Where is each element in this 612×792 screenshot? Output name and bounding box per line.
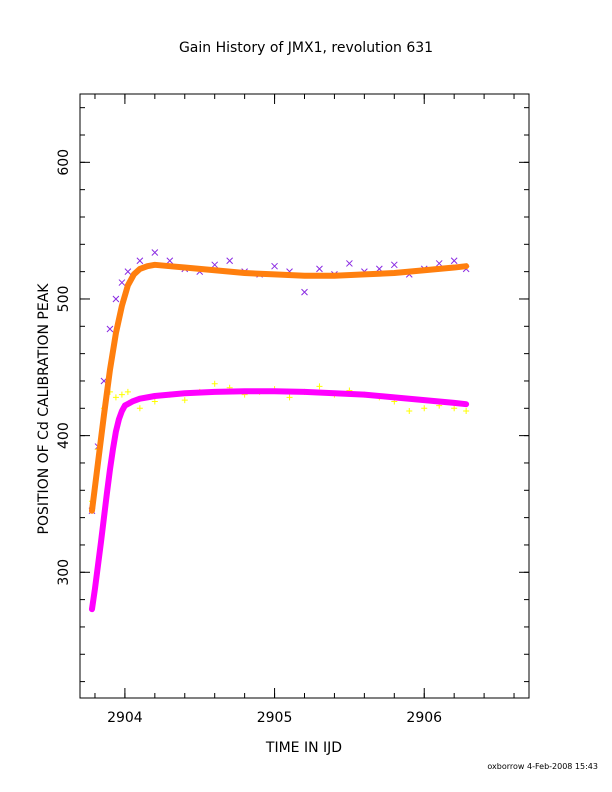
x-marker-point — [346, 260, 353, 267]
y-tick-label: 600 — [56, 149, 72, 176]
x-tick-label: 2904 — [107, 710, 143, 726]
y-tick-label: 400 — [56, 422, 72, 449]
x-marker-point — [435, 260, 443, 267]
x-marker-point — [390, 261, 398, 269]
y-tick-label: 500 — [56, 286, 72, 313]
chart-title: Gain History of JMX1, revolution 631 — [179, 40, 433, 56]
plus-marker-point — [112, 394, 119, 401]
data-layer — [88, 249, 470, 613]
x-marker-point — [166, 257, 174, 265]
x-marker-point — [211, 261, 219, 269]
axis-ticks: 2904 2905 2906 300 400 500 600 — [56, 94, 529, 726]
plus-marker-point — [181, 397, 188, 404]
y-axis-label: POSITION OF Cd CALIBRATION PEAK — [36, 283, 52, 535]
footer-timestamp: oxborrow 4-Feb-2008 15:43 — [487, 762, 598, 771]
plus-marker-point — [124, 388, 131, 395]
x-tick-label: 2906 — [406, 710, 442, 726]
x-marker-point — [226, 257, 234, 265]
x-marker-point — [106, 325, 114, 333]
series-3 — [88, 388, 470, 613]
plus-marker-point — [316, 383, 323, 390]
x-marker-point — [124, 268, 132, 276]
plus-marker-point — [151, 398, 158, 405]
x-marker-point — [316, 265, 323, 273]
plus-marker-point — [118, 391, 125, 398]
x-marker-point — [118, 279, 126, 286]
plus-marker-point — [463, 408, 470, 415]
fit-curve — [88, 261, 470, 514]
plus-marker-point — [136, 405, 143, 412]
x-marker-point — [112, 295, 120, 303]
x-axis-label: TIME IN IJD — [265, 740, 342, 756]
x-marker-point — [450, 257, 458, 265]
x-marker-point — [151, 249, 159, 256]
series-2 — [88, 261, 470, 514]
x-marker-point — [271, 262, 278, 270]
plus-marker-point — [406, 408, 413, 415]
y-tick-label: 300 — [56, 559, 72, 586]
plus-marker-point — [211, 380, 218, 387]
series-0 — [88, 249, 470, 515]
x-tick-label: 2905 — [257, 710, 293, 726]
plus-marker-point — [286, 394, 293, 401]
x-marker-point — [301, 288, 308, 296]
plus-marker-point — [421, 405, 428, 412]
x-marker-point — [136, 257, 144, 265]
plus-marker-point — [451, 405, 458, 412]
fit-curve — [88, 388, 470, 613]
